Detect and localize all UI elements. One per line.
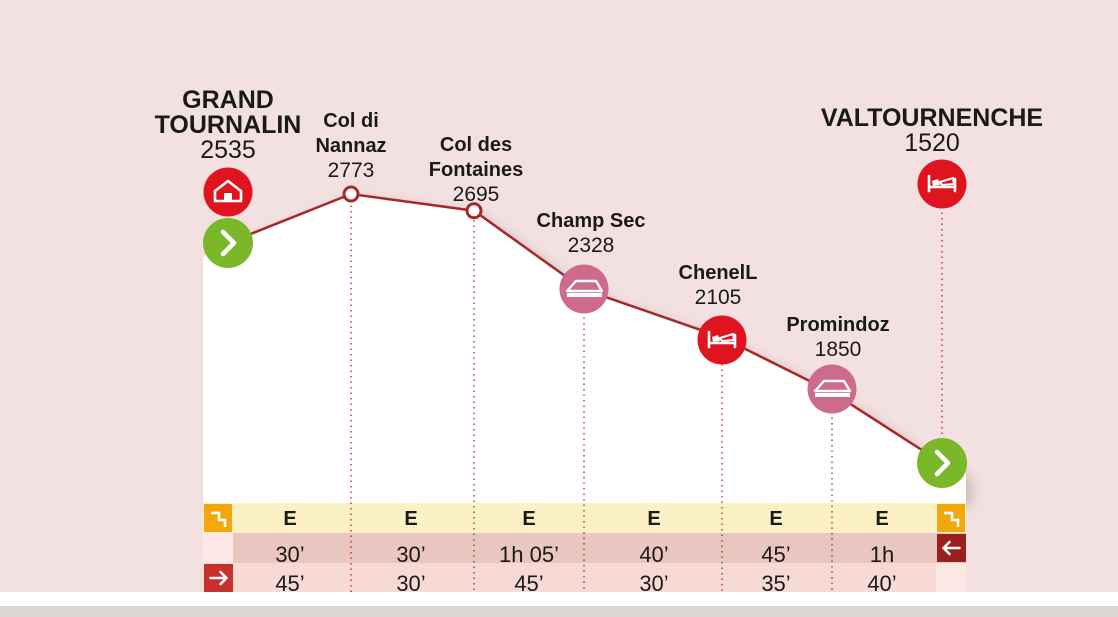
alpine-pasture-icon xyxy=(559,264,609,314)
segment-time-reverse: 40’ xyxy=(867,571,896,592)
segment-time-forward: 1h xyxy=(870,542,894,567)
stop-name: Col di xyxy=(323,110,379,132)
start-arrow-icon xyxy=(203,218,253,268)
ascent-step-icon xyxy=(204,504,232,532)
segment-time-forward: 30’ xyxy=(396,542,425,567)
bed-icon xyxy=(697,315,747,365)
segment-difficulty: E xyxy=(875,508,888,530)
segment-difficulty: E xyxy=(404,508,417,530)
bottom-strip-shade xyxy=(0,606,1118,617)
time-row-right-cell xyxy=(936,563,966,592)
stop-elevation: 2328 xyxy=(568,234,615,257)
arrow-right-icon xyxy=(204,564,233,592)
segment-time-reverse: 35’ xyxy=(761,571,790,592)
alpine-pasture-icon xyxy=(807,364,857,414)
segment-time-forward: 40’ xyxy=(639,542,668,567)
stop-name: TOURNALIN xyxy=(155,111,302,139)
stop-name: Col des xyxy=(440,134,512,156)
segment-time-reverse: 30’ xyxy=(396,571,425,592)
stop-name: Nannaz xyxy=(315,135,386,157)
segment-time-reverse: 30’ xyxy=(639,571,668,592)
ascent-step-icon xyxy=(937,504,965,532)
profile-area xyxy=(203,194,966,503)
elevation-profile-chart: E 30’ 45’ E 30’ 30’ E 1h 05’ 45’ E 40’ 30’ E 45’ 35’ E 1… xyxy=(154,86,1044,592)
stop-elevation: 2773 xyxy=(328,159,375,182)
segment-difficulty: E xyxy=(647,508,660,530)
pass-marker xyxy=(465,202,483,220)
segment-time-forward: 1h 05’ xyxy=(499,542,559,567)
stop-name: VALTOURNENCHE xyxy=(821,104,1043,132)
pass-marker xyxy=(342,185,360,203)
segment-difficulty: E xyxy=(522,508,535,530)
stop-elevation: 1850 xyxy=(815,338,862,361)
segment-time-forward: 30’ xyxy=(275,542,304,567)
segment-time-reverse: 45’ xyxy=(514,571,543,592)
stop-name: Promindoz xyxy=(786,314,889,336)
bottom-strip xyxy=(0,592,1118,617)
stop-elevation: 1520 xyxy=(904,129,960,157)
arrow-left-icon xyxy=(937,534,966,562)
bed-icon xyxy=(917,159,967,209)
segment-time-reverse: 45’ xyxy=(275,571,304,592)
stop-name: Champ Sec xyxy=(537,210,646,232)
stop-name: GRAND xyxy=(182,86,274,114)
stop-elevation: 2105 xyxy=(695,286,742,309)
end-arrow-icon xyxy=(917,438,967,488)
stop-name: Fontaines xyxy=(429,159,523,181)
stop-elevation: 2695 xyxy=(453,183,500,206)
segment-difficulty: E xyxy=(769,508,782,530)
segment-time-forward: 45’ xyxy=(761,542,790,567)
stop-elevation: 2535 xyxy=(200,136,256,164)
time-row-left-cell xyxy=(203,533,233,563)
stop-name: ChenelL xyxy=(679,262,758,284)
difficulty-row xyxy=(203,503,966,533)
hut-icon xyxy=(203,167,253,217)
segment-difficulty: E xyxy=(283,508,296,530)
elevation-profile-svg: E 30’ 45’ E 30’ 30’ E 1h 05’ 45’ E 40’ 30’ E 45’ 35’ E 1… xyxy=(155,86,1043,592)
